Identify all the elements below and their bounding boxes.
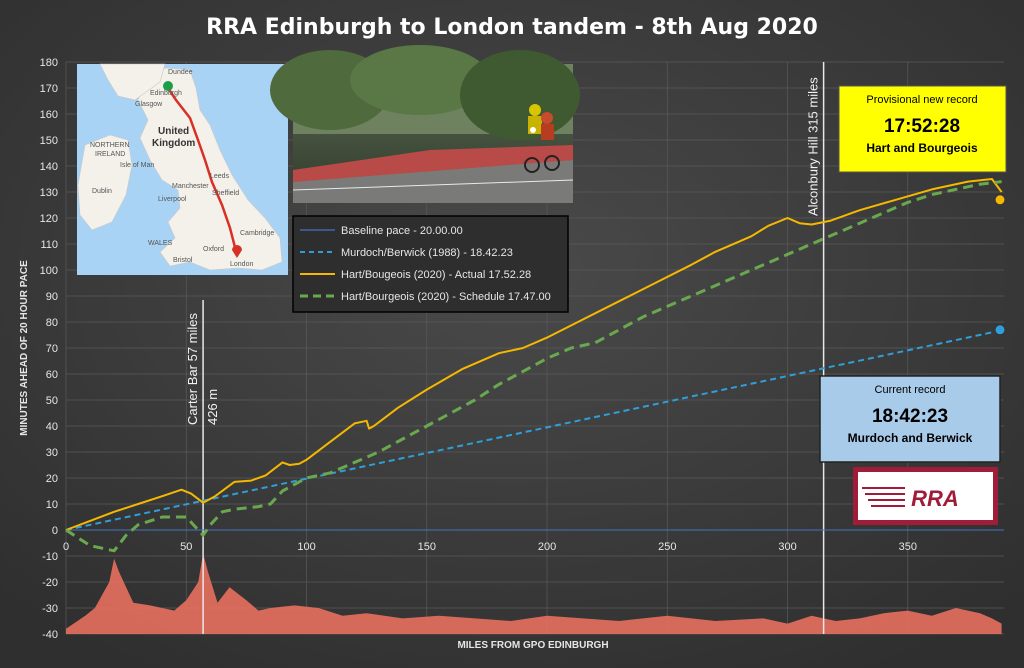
new-record-names: Hart and Bourgeois: [866, 141, 978, 155]
map-label-dundee: Dundee: [168, 69, 193, 76]
map-label-sheffield: Sheffield: [212, 190, 239, 197]
x-axis-ticks: 0 50 100 150 200 250 300 350: [63, 541, 917, 553]
y-tick-label: 60: [46, 369, 58, 381]
current-record-names: Murdoch and Berwick: [848, 431, 973, 445]
y-tick-label: -30: [42, 603, 58, 615]
rra-logo: RRA: [853, 467, 998, 525]
x-tick-label: 350: [899, 541, 917, 553]
y-tick-label: 130: [40, 187, 58, 199]
x-tick-label: 200: [538, 541, 556, 553]
current-record-caption: Current record: [875, 384, 946, 396]
start-pin-icon: [163, 81, 173, 91]
map-label-cambridge: Cambridge: [240, 230, 274, 237]
y-tick-label: -10: [42, 551, 58, 563]
y-tick-label: 160: [40, 109, 58, 121]
legend-schedule: Hart/Bourgeois (2020) - Schedule 17.47.0…: [341, 291, 551, 303]
logo-text: RRA: [911, 486, 959, 511]
series-line-2: [65, 178, 1003, 531]
legend-murdoch: Murdoch/Berwick (1988) - 18.42.23: [341, 247, 513, 259]
y-tick-label: -40: [42, 629, 58, 641]
route-markers: Carter Bar 57 miles 426 m Alconbury Hill 3…: [185, 62, 825, 634]
legend-actual: Hart/Bougeois (2020) - Actual 17.52.28: [341, 269, 531, 281]
map-label-isle-of-man: Isle of Man: [120, 162, 154, 169]
map-label-ireland: IRELAND: [95, 151, 125, 158]
x-tick-label: 150: [418, 541, 436, 553]
y-tick-label: 20: [46, 473, 58, 485]
legend-baseline: Baseline pace - 20.00.00: [341, 225, 463, 237]
map-label-bristol: Bristol: [173, 257, 193, 264]
marker-sublabel: 426 m: [205, 389, 220, 425]
x-axis-label: MILES FROM GPO EDINBURGH: [457, 640, 608, 651]
map-label-dublin: Dublin: [92, 188, 112, 195]
map-label-northern: NORTHERN: [90, 142, 130, 149]
y-tick-label: 90: [46, 291, 58, 303]
y-tick-label: 100: [40, 265, 58, 277]
y-tick-label: 110: [40, 239, 58, 251]
route-map: Dundee Edinburgh Glasgow United Kingdom …: [77, 63, 288, 275]
map-label-wales: WALES: [148, 240, 173, 247]
map-label-oxford: Oxford: [203, 246, 224, 253]
y-tick-label: 80: [46, 317, 58, 329]
x-tick-label: 0: [63, 541, 69, 553]
chart-title: RRA Edinburgh to London tandem - 8th Aug…: [206, 15, 818, 40]
legend: Baseline pace - 20.00.00 Murdoch/Berwick…: [292, 215, 569, 313]
y-tick-label: 180: [40, 57, 58, 69]
y-axis-label: MINUTES AHEAD OF 20 HOUR PACE: [19, 260, 30, 436]
x-tick-label: 250: [658, 541, 676, 553]
y-tick-label: 170: [40, 83, 58, 95]
elevation-profile: [66, 553, 1002, 634]
map-label-united: United: [158, 126, 189, 137]
elevation-area: [66, 553, 1002, 634]
endpoint-markers: [994, 194, 1006, 336]
new-record-time: 17:52:28: [884, 116, 960, 137]
map-land-ireland: [77, 134, 133, 231]
map-route-line: [166, 87, 239, 256]
map-label-manchester: Manchester: [172, 183, 209, 190]
y-tick-label: 0: [52, 525, 58, 537]
series-lines: [65, 178, 1005, 553]
series-line-3: [65, 180, 1002, 553]
y-tick-label: 70: [46, 343, 58, 355]
map-label-liverpool: Liverpool: [158, 196, 187, 203]
x-tick-label: 100: [297, 541, 315, 553]
map-label-leeds: Leeds: [210, 173, 230, 180]
current-record-box: Current record 18:42:23 Murdoch and Berw…: [819, 375, 1001, 463]
y-tick-label: 50: [46, 395, 58, 407]
x-tick-label: 300: [778, 541, 796, 553]
new-record-caption: Provisional new record: [866, 94, 977, 106]
marker-label: Carter Bar 57 miles: [185, 313, 200, 425]
murdoch-endpoint: [994, 324, 1006, 336]
y-tick-label: 40: [46, 421, 58, 433]
map-label-edinburgh: Edinburgh: [150, 90, 182, 97]
map-land-scotland: [99, 63, 166, 101]
marker-label: Alconbury Hill 315 miles: [806, 77, 821, 216]
map-label-glasgow: Glasgow: [135, 101, 163, 108]
y-tick-label: 150: [40, 135, 58, 147]
x-tick-label: 50: [180, 541, 192, 553]
y-axis-ticks: 1801701601501401301201101009080706050403…: [40, 57, 58, 641]
y-tick-label: 30: [46, 447, 58, 459]
tandem-photo: [270, 45, 580, 203]
map-land-gb: [137, 67, 283, 271]
y-tick-label: 10: [46, 499, 58, 511]
tandem-riders: [524, 104, 560, 173]
y-tick-label: 120: [40, 213, 58, 225]
y-tick-label: 140: [40, 161, 58, 173]
map-label-kingdom: Kingdom: [152, 138, 195, 149]
current-record-time: 18:42:23: [872, 406, 948, 427]
actual-endpoint: [994, 194, 1006, 206]
end-pin-icon: [232, 245, 242, 258]
map-label-london: London: [230, 261, 253, 268]
y-tick-label: -20: [42, 577, 58, 589]
new-record-box: Provisional new record 17:52:28 Hart and…: [838, 85, 1007, 173]
